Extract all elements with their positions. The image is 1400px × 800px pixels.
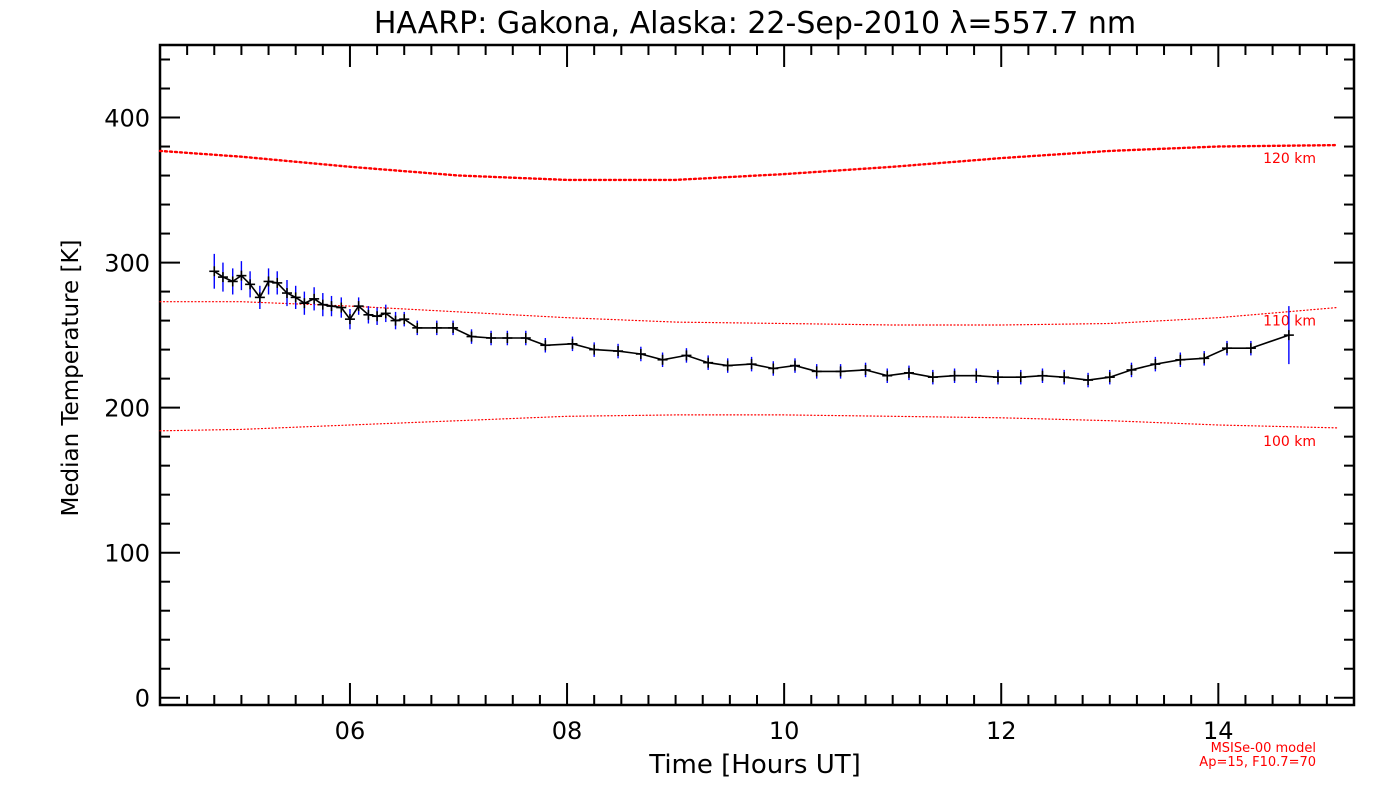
y-tick-label: 0 bbox=[135, 685, 150, 713]
data-point bbox=[380, 308, 391, 319]
model-annotation: MSISe-00 model bbox=[1211, 741, 1316, 756]
y-tick-label: 300 bbox=[104, 250, 150, 278]
model-curve-label: 120 km bbox=[1263, 151, 1316, 167]
data-point bbox=[540, 340, 551, 351]
data-point bbox=[1104, 372, 1115, 383]
x-tick-label: 08 bbox=[552, 717, 583, 745]
data-point bbox=[1037, 370, 1048, 381]
data-point bbox=[768, 363, 779, 374]
data-point bbox=[746, 359, 757, 370]
data-point bbox=[703, 357, 714, 368]
y-axis-label: Median Temperature [K] bbox=[58, 240, 84, 517]
data-point bbox=[1199, 353, 1210, 364]
data-point bbox=[1083, 375, 1094, 386]
y-tick-label: 400 bbox=[104, 105, 150, 133]
data-point bbox=[657, 354, 668, 365]
data-point bbox=[372, 311, 383, 322]
model-parameters-annotation: Ap=15, F10.7=70 bbox=[1199, 755, 1316, 770]
data-point bbox=[949, 370, 960, 381]
x-tick-label: 10 bbox=[769, 717, 800, 745]
x-axis-label: Time [Hours UT] bbox=[648, 750, 861, 780]
chart-title: HAARP: Gakona, Alaska: 22-Sep-2010 λ=557… bbox=[374, 6, 1136, 41]
data-point bbox=[992, 372, 1003, 383]
data-point bbox=[227, 276, 238, 287]
data-point bbox=[1222, 343, 1233, 354]
data-point bbox=[1175, 354, 1186, 365]
data-point bbox=[309, 293, 320, 304]
data-point bbox=[363, 309, 374, 320]
data-point bbox=[272, 277, 283, 288]
data-point bbox=[390, 315, 401, 326]
data-point bbox=[927, 372, 938, 383]
axis-ticks: 06 08 10 12 14 0 100 200 300 400 bbox=[104, 45, 1355, 745]
data-point bbox=[209, 266, 220, 277]
y-tick-label: 100 bbox=[104, 540, 150, 568]
data-point bbox=[466, 331, 477, 342]
data-point bbox=[1015, 372, 1026, 383]
data-point bbox=[317, 299, 328, 310]
data-point bbox=[236, 270, 247, 281]
data-point bbox=[835, 366, 846, 377]
data-point bbox=[254, 292, 265, 303]
data-point bbox=[245, 279, 256, 290]
data-point bbox=[412, 322, 423, 333]
data-point bbox=[399, 314, 410, 325]
model-curve bbox=[158, 143, 1339, 182]
data-point bbox=[299, 298, 310, 309]
model-curve bbox=[159, 301, 1339, 326]
data-point bbox=[1126, 364, 1137, 375]
data-point bbox=[882, 370, 893, 381]
data-point bbox=[502, 333, 513, 344]
data-point bbox=[336, 302, 347, 313]
data-point bbox=[635, 348, 646, 359]
y-tick-label: 200 bbox=[104, 395, 150, 423]
data-point bbox=[217, 272, 228, 283]
data-point bbox=[903, 367, 914, 378]
data-point bbox=[448, 322, 459, 333]
x-tick-label: 12 bbox=[986, 717, 1017, 745]
data-point bbox=[811, 366, 822, 377]
data-point bbox=[353, 301, 364, 312]
data-point bbox=[290, 292, 301, 303]
model-curve bbox=[159, 414, 1339, 432]
data-point bbox=[722, 360, 733, 371]
plot-frame bbox=[158, 43, 1356, 707]
data-point bbox=[1283, 330, 1294, 341]
model-curve-label: 100 km bbox=[1263, 434, 1316, 450]
x-tick-label: 06 bbox=[335, 717, 366, 745]
data-point bbox=[971, 370, 982, 381]
data-point bbox=[567, 338, 578, 349]
x-tick-label: 14 bbox=[1203, 717, 1234, 745]
data-point bbox=[326, 301, 337, 312]
data-point bbox=[1150, 359, 1161, 370]
data-point bbox=[431, 322, 442, 333]
data-point bbox=[263, 276, 274, 287]
data-point bbox=[681, 350, 692, 361]
data-series bbox=[209, 253, 1294, 388]
data-point bbox=[1059, 372, 1070, 383]
data-point bbox=[613, 346, 624, 357]
data-point bbox=[344, 314, 355, 325]
data-point bbox=[789, 360, 800, 371]
data-point bbox=[589, 344, 600, 355]
data-point bbox=[520, 333, 531, 344]
data-point bbox=[860, 364, 871, 375]
data-point bbox=[1245, 343, 1256, 354]
data-point bbox=[281, 288, 292, 299]
data-point bbox=[486, 333, 497, 344]
